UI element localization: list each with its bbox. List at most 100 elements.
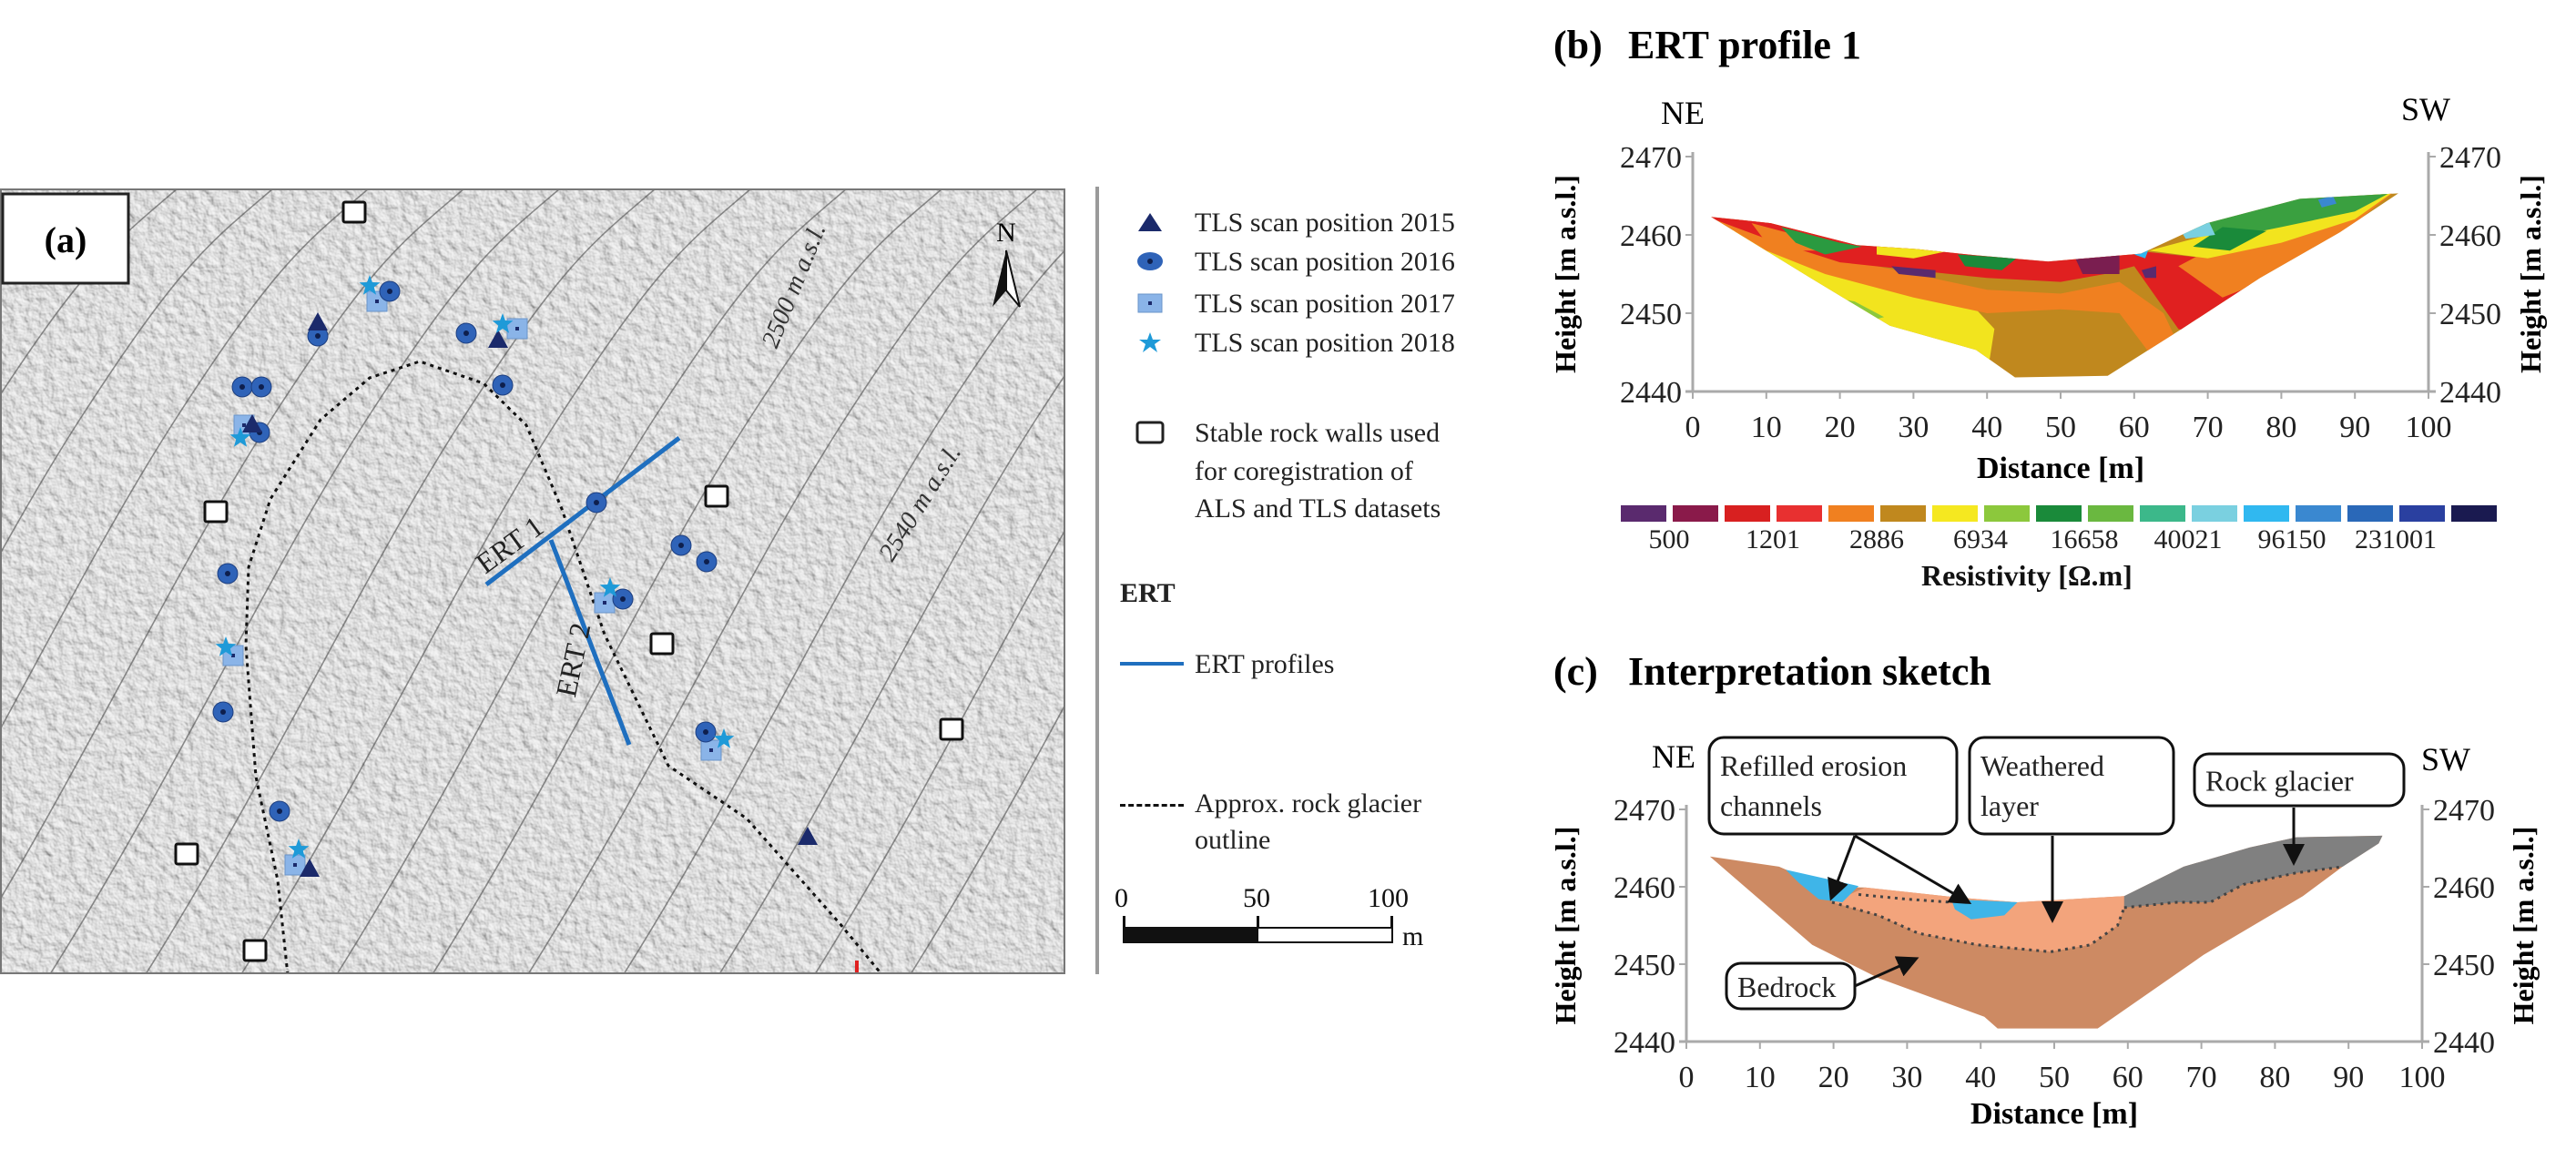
contour-line — [49, 188, 561, 974]
panel-c-label: (c) — [1553, 649, 1598, 694]
x-tick-label: 0 — [1685, 411, 1701, 444]
marker-dot — [463, 330, 469, 336]
colorbar-tick-label: 500 — [1648, 524, 1690, 554]
colorbar-swatch — [1777, 505, 1822, 522]
legend-ert-heading: ERT — [1120, 578, 1176, 608]
legend-label: Approx. rock glacier — [1195, 788, 1422, 819]
colorbar-tick-label: 1201 — [1746, 524, 1800, 554]
x-tick-label: 40 — [1971, 411, 2002, 444]
tls-2018-marker — [215, 636, 237, 656]
triangle-icon — [1129, 204, 1171, 240]
stable-rock-wall-marker — [704, 484, 729, 508]
stable-rock-wall-marker — [242, 939, 268, 962]
star-icon — [1129, 324, 1171, 361]
x-tick-label: 10 — [1745, 1061, 1776, 1094]
legend-label: TLS scan position 2016 — [1195, 247, 1455, 277]
resistivity-region — [1957, 254, 2017, 270]
contour-line — [910, 702, 1065, 974]
stable-rock-wall-marker — [939, 717, 964, 741]
legend-item-2017 — [1129, 285, 1171, 321]
ert-profile-1-line — [484, 436, 681, 586]
resistivity-region — [2193, 227, 2267, 251]
direction-label-ne: NE — [1652, 738, 1695, 775]
panel-b-label: (b) — [1553, 23, 1603, 67]
tls-2015-marker — [308, 312, 328, 330]
resistivity-region — [2178, 219, 2215, 239]
direction-label-ne: NE — [1661, 95, 1705, 131]
contour-line — [0, 188, 274, 556]
y-tick-label-right: 2450 — [2439, 298, 2501, 331]
x-axis-label: Distance [m] — [1970, 1097, 2138, 1131]
y-tick-label-right: 2460 — [2433, 871, 2495, 905]
colorbar-tick-label: 6934 — [1953, 524, 2008, 554]
tls-2018-marker — [229, 427, 251, 447]
colorbar-swatch — [2296, 505, 2341, 522]
y-axis-label-left: Height [m a.s.l.] — [1549, 827, 1582, 1025]
panel-b-title: ERT profile 1 — [1628, 23, 1861, 67]
y-axis-label-right: Height [m a.s.l.] — [2514, 175, 2547, 373]
callout-text: Bedrock — [1737, 971, 1836, 1003]
callout-text: Weathered — [1980, 749, 2104, 782]
north-arrow-icon — [1005, 249, 1021, 308]
ert-profile-chart: (b) ERT profile 1 0 10 20 30 40 50 60 70 80 90 100… — [1549, 23, 2547, 485]
resistivity-region — [1781, 227, 1862, 255]
colorbar-swatch — [2088, 505, 2133, 522]
contour-lines — [0, 188, 1065, 974]
legend-item-stable-walls — [1129, 414, 1171, 451]
marker-dot — [603, 601, 606, 605]
tls-2018-marker — [713, 728, 735, 748]
dashed-line-icon — [1120, 804, 1184, 807]
y-tick-label-left: 2450 — [1614, 949, 1675, 982]
contour-line — [0, 188, 465, 901]
contour-line — [432, 188, 943, 974]
callout-text: channels — [1720, 789, 1822, 822]
square-icon — [1129, 285, 1171, 321]
stable-rock-wall-marker — [649, 632, 675, 656]
resistivity-region — [1877, 245, 1950, 259]
colorbar-tick-label: 96150 — [2257, 524, 2327, 554]
scale-tick — [1257, 916, 1259, 929]
colorbar-swatch — [2036, 505, 2082, 522]
contour-line — [718, 372, 1065, 974]
colorbar-swatch — [2244, 505, 2289, 522]
contour-line — [240, 188, 752, 974]
legend-label: for coregistration of — [1195, 456, 1413, 486]
layer-boundary — [1858, 893, 1952, 904]
white-square-icon — [1129, 414, 1171, 451]
stable-rock-wall-marker — [203, 500, 229, 524]
colorbar-swatch — [1984, 505, 2030, 522]
tls-2018-marker — [288, 839, 310, 859]
marker-dot — [387, 289, 392, 294]
marker-dot — [678, 543, 684, 548]
marker-dot — [225, 571, 230, 576]
legend-label: TLS scan position 2017 — [1195, 289, 1455, 319]
x-tick-label: 50 — [2045, 411, 2076, 444]
colorbar-swatch — [1673, 505, 1718, 522]
y-axis-label-right: Height [m a.s.l.] — [2507, 827, 2540, 1025]
circle-icon — [1129, 243, 1171, 280]
contour-line — [0, 188, 370, 732]
direction-label-sw: SW — [2401, 91, 2450, 127]
y-tick-label-right: 2470 — [2439, 141, 2501, 175]
tls-2018-marker — [359, 275, 381, 295]
colorbar-swatch — [2399, 505, 2445, 522]
layer-rock-glacier — [2123, 835, 2383, 908]
callout-box — [1707, 736, 1959, 836]
ert-profile-2-line — [548, 539, 632, 746]
colorbar-labels: 500 1201 2886 6934 16658 40021 96150 231001 — [1617, 524, 2448, 555]
marker-dot — [315, 333, 321, 339]
colorbar-swatch — [2140, 505, 2185, 522]
callout-arrow — [1854, 834, 1972, 905]
y-tick-label-left: 2460 — [1620, 219, 1682, 253]
colorbar-swatch — [1725, 505, 1770, 522]
legend-divider — [1095, 187, 1099, 974]
callout-arrow — [1828, 835, 1857, 901]
y-tick-label-left: 2440 — [1620, 376, 1682, 410]
layer-boundary — [2123, 865, 2343, 910]
scale-tick-label: 100 — [1368, 883, 1409, 913]
x-tick-label: 40 — [1965, 1061, 1996, 1094]
contour-line — [145, 188, 657, 974]
x-tick-label: 20 — [1818, 1061, 1849, 1094]
x-tick-label: 90 — [2339, 411, 2370, 444]
y-tick-label-right: 2470 — [2433, 794, 2495, 828]
